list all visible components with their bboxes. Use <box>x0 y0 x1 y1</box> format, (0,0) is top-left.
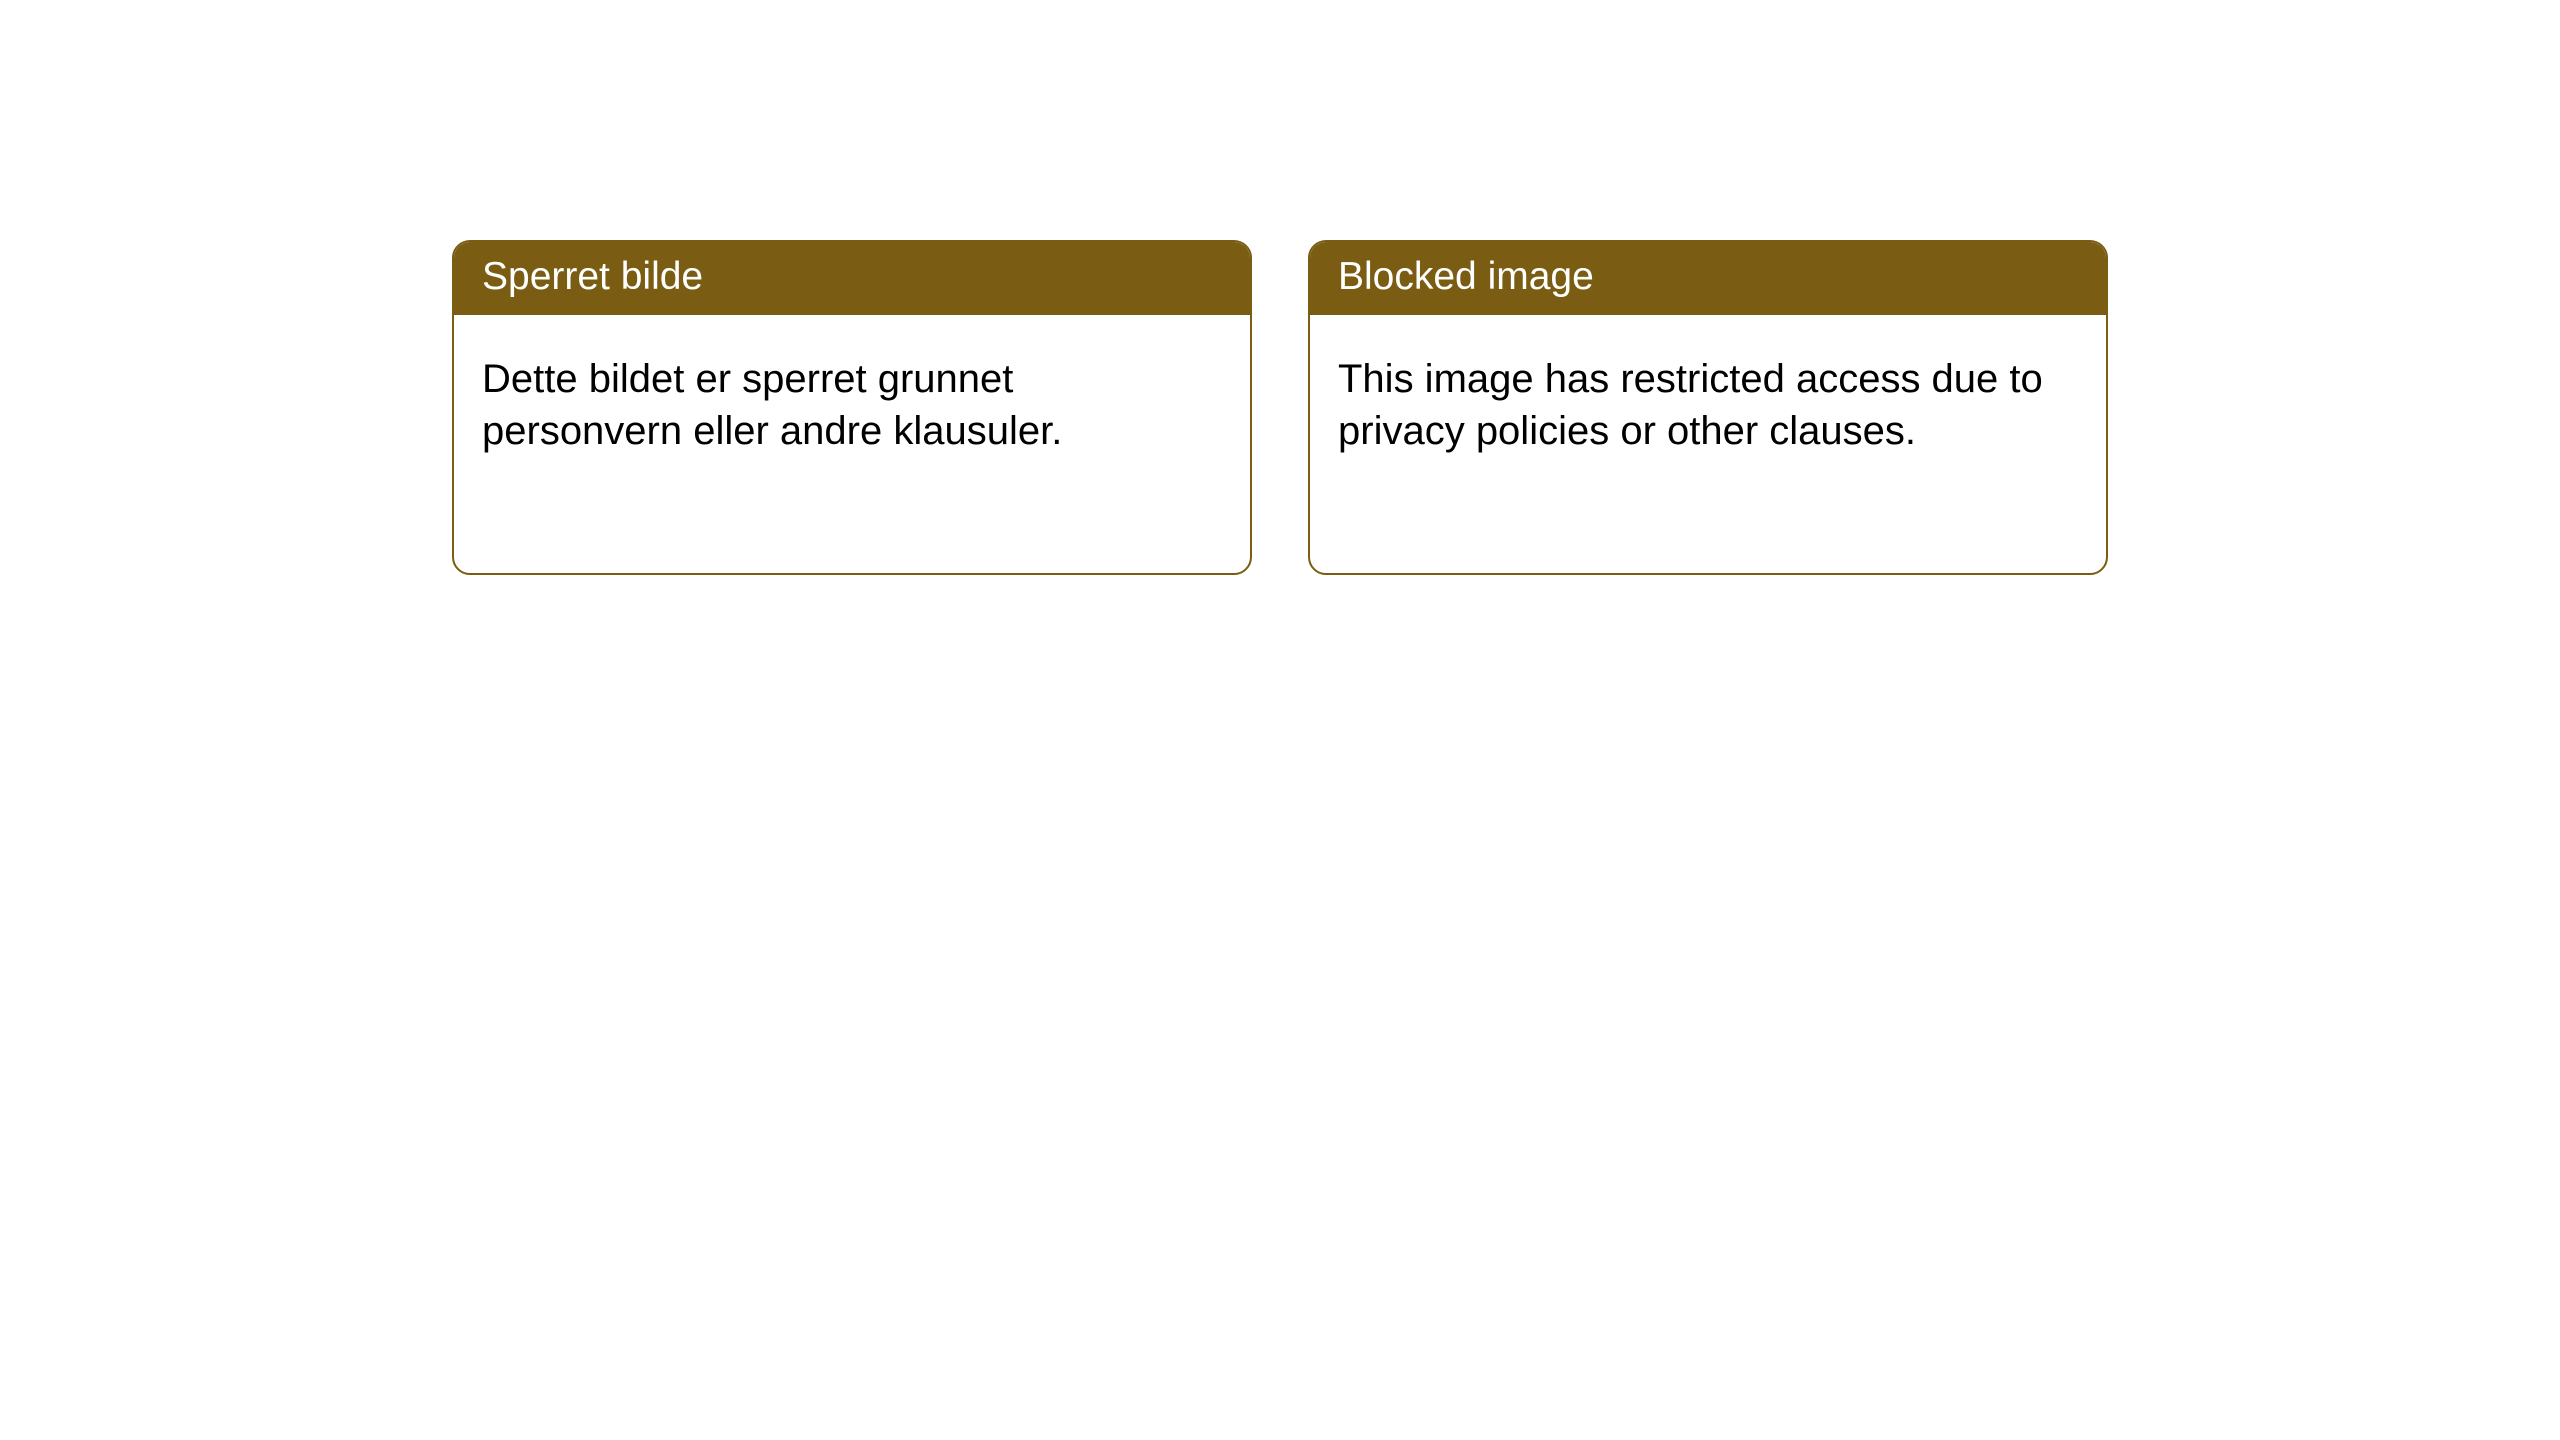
card-header-norwegian: Sperret bilde <box>454 242 1250 315</box>
card-body-text-norwegian: Dette bildet er sperret grunnet personve… <box>482 357 1062 453</box>
card-header-english: Blocked image <box>1310 242 2106 315</box>
card-title-english: Blocked image <box>1338 255 1594 298</box>
card-body-text-english: This image has restricted access due to … <box>1338 357 2043 453</box>
card-norwegian: Sperret bilde Dette bildet er sperret gr… <box>452 240 1252 575</box>
card-body-english: This image has restricted access due to … <box>1310 315 2106 485</box>
card-body-norwegian: Dette bildet er sperret grunnet personve… <box>454 315 1250 485</box>
cards-container: Sperret bilde Dette bildet er sperret gr… <box>452 240 2108 575</box>
card-title-norwegian: Sperret bilde <box>482 255 703 298</box>
card-english: Blocked image This image has restricted … <box>1308 240 2108 575</box>
